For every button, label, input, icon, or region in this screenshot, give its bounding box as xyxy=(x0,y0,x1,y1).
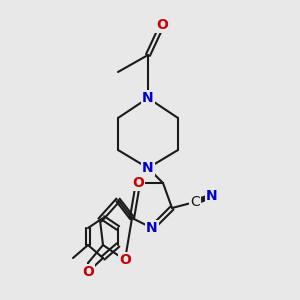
Text: O: O xyxy=(119,253,131,267)
Text: N: N xyxy=(142,161,154,175)
Text: O: O xyxy=(132,176,144,190)
Text: C: C xyxy=(190,195,200,209)
Text: N: N xyxy=(206,189,218,203)
Text: N: N xyxy=(146,221,158,235)
Text: O: O xyxy=(156,18,168,32)
Text: O: O xyxy=(82,265,94,279)
Text: N: N xyxy=(142,91,154,105)
